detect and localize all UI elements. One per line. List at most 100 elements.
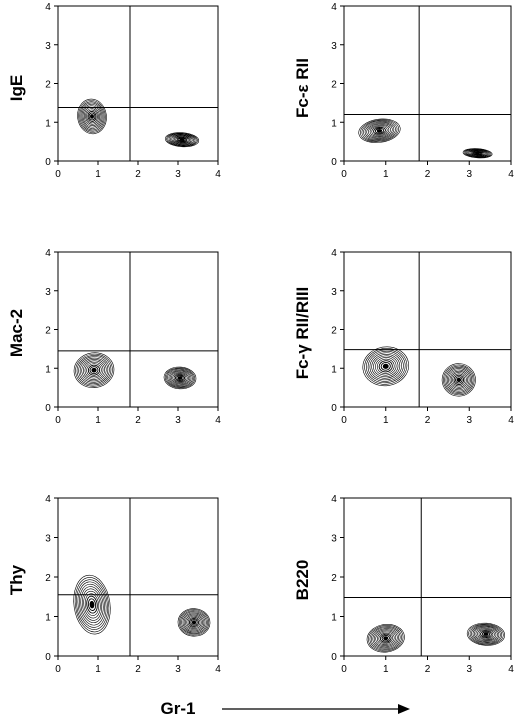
y-tick-label: 1 xyxy=(45,613,51,624)
contour-line xyxy=(163,366,197,390)
contour-line xyxy=(480,630,492,638)
y-tick-label: 2 xyxy=(331,80,337,91)
x-tick-label: 4 xyxy=(215,664,221,675)
contour-line xyxy=(469,624,503,645)
contour-group xyxy=(73,352,197,390)
contour-line xyxy=(372,628,399,649)
x-axis-title: Gr-1 xyxy=(161,699,196,718)
contour-line xyxy=(87,598,97,611)
x-tick-label: 0 xyxy=(55,169,61,180)
contour-line xyxy=(443,364,475,396)
contour-line xyxy=(448,369,470,391)
contour-line xyxy=(178,609,210,636)
contour-line xyxy=(369,352,402,381)
contour-line xyxy=(172,135,192,144)
contour-line xyxy=(472,626,500,643)
contour-line xyxy=(364,122,395,140)
contour-line xyxy=(481,631,491,637)
x-tick-label: 0 xyxy=(341,169,347,180)
x-tick-label: 2 xyxy=(425,415,431,426)
contour-line xyxy=(470,150,485,156)
y-tick-label: 3 xyxy=(45,287,51,298)
y-tick-label: 2 xyxy=(45,326,51,337)
x-tick-label: 0 xyxy=(341,415,347,426)
contour-line xyxy=(368,124,391,138)
x-tick-label: 3 xyxy=(175,664,181,675)
x-tick-label: 4 xyxy=(508,664,514,675)
y-tick-label: 0 xyxy=(331,652,337,663)
contour-line xyxy=(77,581,107,628)
contour-line xyxy=(471,625,501,644)
x-tick-label: 3 xyxy=(466,664,472,675)
contour-line xyxy=(471,151,484,156)
plot-frame xyxy=(343,5,512,162)
contour-line xyxy=(371,354,401,379)
contour-group xyxy=(362,346,476,397)
contour-line xyxy=(453,374,465,386)
x-tick-label: 1 xyxy=(383,415,389,426)
contour-line xyxy=(80,102,104,131)
x-tick-label: 1 xyxy=(383,169,389,180)
y-tick-label: 2 xyxy=(331,573,337,584)
y-tick-label: 4 xyxy=(45,248,51,259)
plot-frame xyxy=(57,5,219,162)
contour-line xyxy=(176,375,184,381)
contour-core xyxy=(376,129,382,133)
contour-line xyxy=(182,612,206,633)
y-tick-label: 3 xyxy=(331,534,337,545)
contour-line xyxy=(79,101,105,132)
contour-line xyxy=(77,98,107,135)
y-tick-label: 1 xyxy=(331,364,337,375)
contour-line xyxy=(81,104,103,129)
contour-line xyxy=(81,588,103,621)
contour-line xyxy=(475,628,497,641)
x-tick-label: 2 xyxy=(425,169,431,180)
y-tick-label: 1 xyxy=(331,613,337,624)
x-tick-label: 3 xyxy=(466,169,472,180)
contour-line xyxy=(185,614,203,631)
contour-line xyxy=(174,136,190,144)
contour-core xyxy=(382,364,389,369)
y-tick-label: 0 xyxy=(45,652,51,663)
y-tick-label: 4 xyxy=(331,248,337,259)
contour-line xyxy=(84,361,104,379)
contour-line xyxy=(168,370,192,386)
y-tick-label: 0 xyxy=(331,403,337,414)
contour-line xyxy=(83,360,105,380)
x-axis-arrowhead xyxy=(398,704,410,714)
y-axis-label: Mac-2 xyxy=(7,309,26,357)
contour-line xyxy=(169,370,191,385)
x-tick-label: 2 xyxy=(135,169,141,180)
contour-line xyxy=(362,346,409,387)
x-tick-label: 3 xyxy=(175,415,181,426)
contour-line xyxy=(467,149,488,157)
contour-line xyxy=(360,119,399,143)
x-tick-label: 0 xyxy=(55,415,61,426)
contour-line xyxy=(380,361,391,371)
contour-line xyxy=(368,625,404,652)
x-tick-label: 3 xyxy=(175,169,181,180)
contour-line xyxy=(374,127,385,134)
contour-line xyxy=(172,372,188,384)
contour-core xyxy=(483,632,489,636)
contour-line xyxy=(180,610,208,635)
contour-line xyxy=(441,363,476,397)
x-tick-label: 0 xyxy=(55,664,61,675)
contour-line xyxy=(369,626,402,651)
contour-line xyxy=(81,359,107,382)
contour-line xyxy=(75,353,113,387)
x-tick-label: 1 xyxy=(95,664,101,675)
contour-line xyxy=(462,148,493,159)
contour-line xyxy=(363,121,396,141)
x-tick-label: 1 xyxy=(383,664,389,675)
y-tick-label: 0 xyxy=(45,403,51,414)
contour-line xyxy=(87,364,101,376)
contour-line xyxy=(78,583,106,626)
contour-line xyxy=(444,365,474,394)
contour-line xyxy=(449,370,469,389)
y-tick-label: 4 xyxy=(45,494,51,505)
contour-line xyxy=(455,376,463,384)
facs-panel-1: 0 1 2 3 4 0 1 2 3 4 IgE xyxy=(7,2,221,180)
contour-line xyxy=(171,135,193,145)
facs-panel-5: 0 1 2 3 4 0 1 2 3 4 Thy xyxy=(7,494,221,675)
